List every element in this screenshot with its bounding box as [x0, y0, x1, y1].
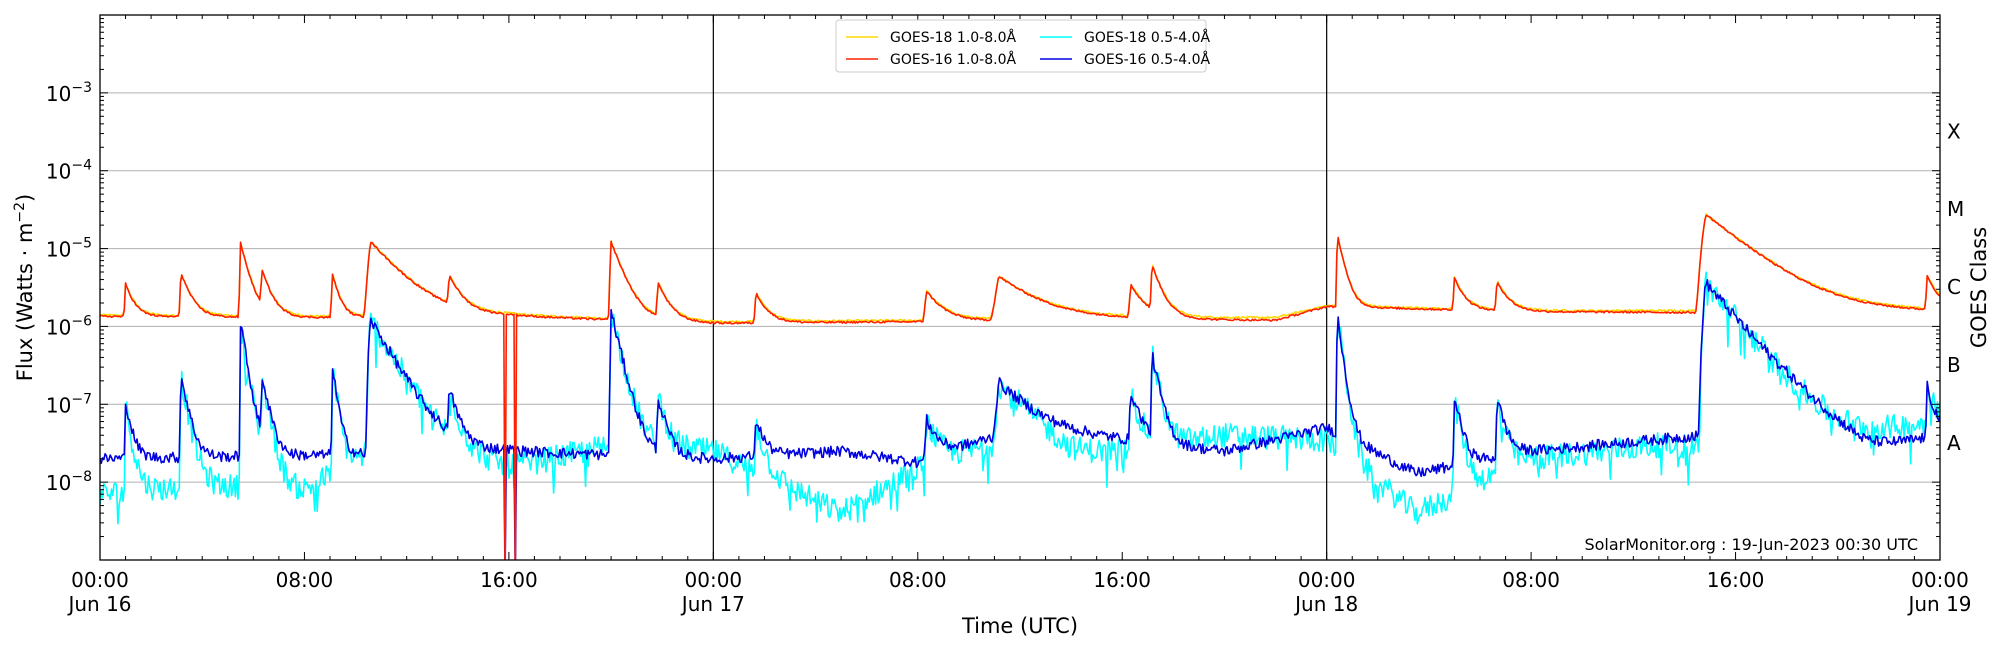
series-line-goes-18-1-0-8-0- [100, 212, 1940, 324]
goes-class-label: C [1947, 275, 1961, 299]
x-tick-date-label: Jun 19 [1906, 592, 1971, 616]
grid-lines [100, 15, 1940, 560]
y-tick-label: 10−5 [46, 236, 92, 262]
x-tick-label: 00:00 [71, 568, 129, 592]
right-axis-label: GOES Class [1967, 227, 1991, 348]
legend-label: GOES-16 0.5-4.0Å [1084, 51, 1210, 68]
x-tick-label: 08:00 [276, 568, 334, 592]
y-tick-label: 10−6 [46, 313, 92, 339]
x-tick-date-label: Jun 17 [680, 592, 745, 616]
series-line-goes-16-0-5-4-0- [100, 278, 1940, 560]
x-tick-label: 00:00 [1298, 568, 1356, 592]
x-tick-label: 16:00 [1707, 568, 1765, 592]
x-tick-label: 00:00 [1911, 568, 1969, 592]
series-line-goes-16-1-0-8-0- [100, 214, 1940, 560]
legend-label: GOES-18 1.0-8.0Å [890, 29, 1016, 46]
goes-class-label: B [1947, 353, 1961, 377]
y-tick-label: 10−3 [46, 80, 92, 106]
goes-class-label: A [1947, 431, 1961, 455]
x-tick-label: 08:00 [1502, 568, 1560, 592]
y-tick-label: 10−7 [46, 391, 92, 417]
watermark-text: SolarMonitor.org : 19-Jun-2023 00:30 UTC [1584, 535, 1918, 554]
legend-label: GOES-16 1.0-8.0Å [890, 51, 1016, 68]
x-tick-date-label: Jun 18 [1293, 592, 1358, 616]
x-tick-label: 08:00 [889, 568, 947, 592]
series-lines [100, 212, 1940, 560]
x-tick-label: 16:00 [1093, 568, 1151, 592]
x-tick-label: 00:00 [685, 568, 743, 592]
series-line-goes-18-0-5-4-0- [100, 271, 1940, 525]
goes-class-label: M [1947, 197, 1964, 221]
x-tick-label: 16:00 [480, 568, 538, 592]
legend: GOES-18 1.0-8.0Å GOES-16 1.0-8.0Å GOES-18 … [835, 19, 1210, 73]
axes [99, 14, 1941, 561]
plot-area [100, 212, 1940, 560]
x-axis-label: Time (UTC) [961, 614, 1078, 638]
y-tick-label: 10−4 [46, 158, 92, 184]
legend-label: GOES-18 0.5-4.0Å [1084, 29, 1210, 46]
x-tick-date-label: Jun 16 [66, 592, 131, 616]
y-tick-label: 10−8 [46, 469, 92, 495]
legend-box [835, 19, 1207, 73]
y-axis-label: Flux (Watts · m−2) [12, 194, 37, 382]
plot-frame [99, 14, 1941, 561]
goes-class-label: X [1947, 119, 1961, 143]
